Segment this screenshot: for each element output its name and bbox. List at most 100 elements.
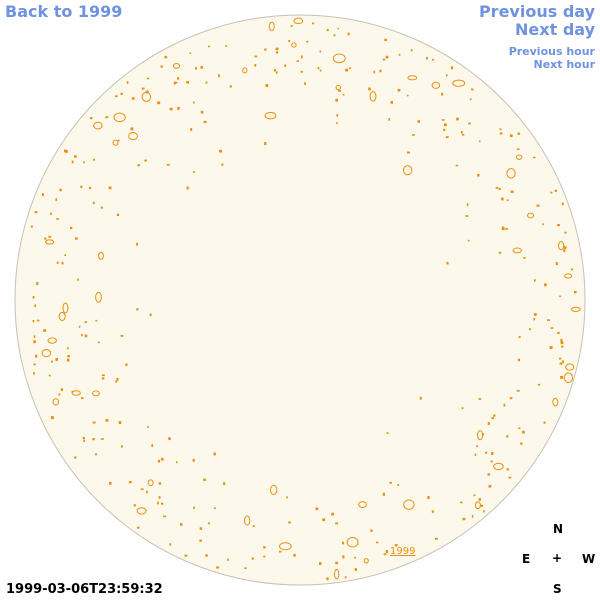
speckle <box>443 128 446 131</box>
speckle <box>460 131 463 134</box>
speckle <box>49 212 53 215</box>
speckle <box>388 118 390 121</box>
speckle <box>78 325 81 328</box>
speckle <box>71 390 81 396</box>
speckle <box>160 65 163 68</box>
speckle <box>375 541 379 544</box>
speckle <box>275 47 279 51</box>
speckle <box>113 112 126 123</box>
speckle <box>263 555 266 558</box>
speckle <box>172 63 181 69</box>
speckle <box>342 93 345 96</box>
speckle <box>97 341 100 344</box>
speckle <box>455 164 459 167</box>
speckle <box>93 158 95 161</box>
speckle <box>270 484 278 496</box>
speckle <box>157 501 159 505</box>
speckle <box>36 281 39 285</box>
speckle <box>549 346 553 349</box>
speckle <box>563 249 566 253</box>
speckle <box>386 432 389 434</box>
speckle <box>490 460 493 463</box>
speckle <box>33 340 36 344</box>
next-day-link[interactable]: Next day <box>515 20 595 39</box>
speckle <box>83 439 85 442</box>
speckle <box>373 70 376 74</box>
speckle <box>452 79 466 87</box>
speckle <box>471 515 474 518</box>
speckle <box>493 414 496 417</box>
previous-day-link[interactable]: Previous day <box>478 2 595 21</box>
speckle <box>563 246 567 249</box>
year-link[interactable]: 1999 <box>390 546 416 557</box>
speckle <box>227 558 229 561</box>
speckle <box>293 17 304 25</box>
previous-hour-link[interactable]: Previous hour <box>508 45 595 58</box>
speckle <box>517 132 521 135</box>
speckle <box>407 75 418 81</box>
next-hour-link[interactable]: Next hour <box>533 58 596 71</box>
speckle <box>199 539 202 542</box>
speckle <box>558 357 562 360</box>
speckle <box>205 81 208 84</box>
speckle <box>105 116 109 119</box>
speckle <box>213 507 216 510</box>
speckle <box>116 377 119 381</box>
speckle <box>363 558 369 564</box>
speckle <box>533 318 535 321</box>
speckle <box>163 515 167 518</box>
speckle <box>397 484 400 486</box>
speckle <box>290 25 293 27</box>
speckle <box>483 510 485 513</box>
speckle <box>354 568 357 571</box>
speckle <box>244 567 247 570</box>
speckle <box>403 499 415 510</box>
speckle <box>516 148 520 150</box>
speckle <box>318 562 322 565</box>
speckle <box>95 453 97 456</box>
speckle <box>177 106 180 110</box>
speckle <box>516 389 520 392</box>
speckle <box>89 117 93 120</box>
speckle <box>186 186 189 190</box>
speckle <box>112 139 119 146</box>
speckle <box>333 34 336 37</box>
speckle <box>331 512 334 516</box>
speckle <box>205 554 208 557</box>
speckle <box>335 522 339 525</box>
speckle <box>48 374 51 377</box>
speckle <box>118 421 122 425</box>
speckle <box>555 262 558 265</box>
compass-south: S <box>553 582 562 596</box>
speckle <box>126 81 129 84</box>
speckle <box>175 461 178 464</box>
speckle <box>487 422 490 425</box>
speckle <box>557 331 560 335</box>
speckle <box>478 498 482 501</box>
speckle <box>347 32 350 36</box>
speckle <box>332 53 346 64</box>
speckle <box>141 87 145 90</box>
speckle <box>533 156 536 159</box>
speckle <box>61 261 64 265</box>
speckle <box>207 522 211 525</box>
speckle <box>158 496 161 499</box>
speckle <box>348 67 351 69</box>
speckle <box>32 319 35 323</box>
speckle <box>100 206 103 209</box>
speckle <box>441 119 445 121</box>
speckle <box>518 335 521 339</box>
back-link[interactable]: Back to 1999 <box>5 2 123 21</box>
speckle <box>547 319 550 321</box>
speckle <box>335 98 338 102</box>
speckle <box>445 136 449 139</box>
speckle <box>108 186 112 190</box>
speckle <box>482 433 485 436</box>
speckle <box>506 468 509 471</box>
speckle <box>518 427 521 430</box>
speckle <box>335 561 338 565</box>
speckle <box>251 557 254 560</box>
speckle <box>41 349 52 358</box>
speckle <box>92 390 100 397</box>
